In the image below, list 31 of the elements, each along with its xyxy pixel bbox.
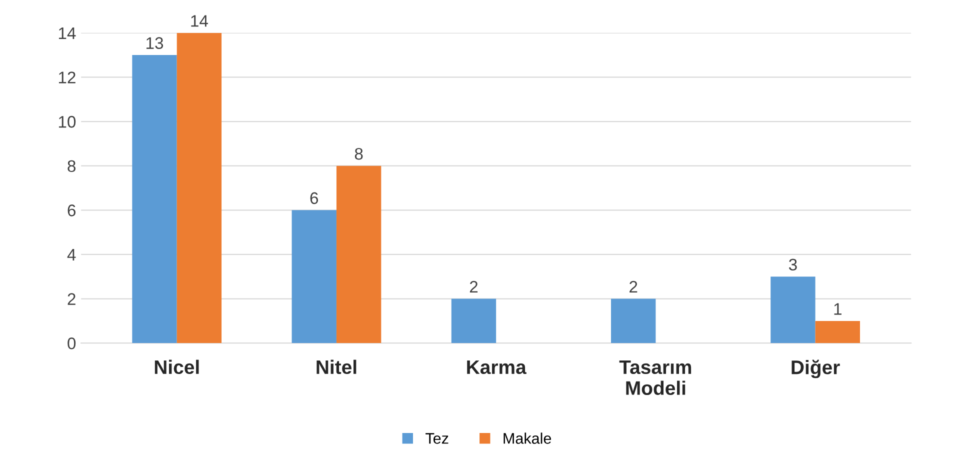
x-tick-label: Tasarım Modeli <box>619 360 692 395</box>
data-label: 6 <box>310 192 318 204</box>
data-label: 8 <box>354 148 363 160</box>
y-tick-label: 8 <box>68 160 76 172</box>
x-tick-label: Diğer <box>792 360 840 378</box>
y-tick-label: 14 <box>58 27 76 39</box>
legend-label: Makale <box>504 432 552 444</box>
data-label: 3 <box>788 258 797 271</box>
bar <box>451 298 496 344</box>
x-tick-label: Nitel <box>316 360 356 374</box>
y-tick-label: 2 <box>68 293 76 305</box>
legend-label: Tez <box>426 433 448 444</box>
bar <box>770 276 816 344</box>
x-tick-label: Karma <box>467 360 526 374</box>
data-label: 13 <box>146 37 164 49</box>
y-tick-label: 10 <box>58 116 76 128</box>
data-label: 1 <box>834 303 842 315</box>
data-label: 2 <box>630 280 638 293</box>
bar <box>132 55 177 344</box>
bar <box>292 210 336 344</box>
x-tick-label: Nicel <box>154 360 199 374</box>
y-tick-label: 0 <box>68 338 76 350</box>
y-tick-label: 4 <box>67 249 76 261</box>
bar <box>611 298 656 344</box>
bar <box>176 32 222 344</box>
bar <box>815 320 860 344</box>
y-tick-label: 12 <box>58 72 76 84</box>
y-tick-label: 6 <box>68 204 76 216</box>
data-label: 14 <box>191 15 208 27</box>
data-label: 2 <box>470 280 478 293</box>
bar <box>336 166 382 344</box>
